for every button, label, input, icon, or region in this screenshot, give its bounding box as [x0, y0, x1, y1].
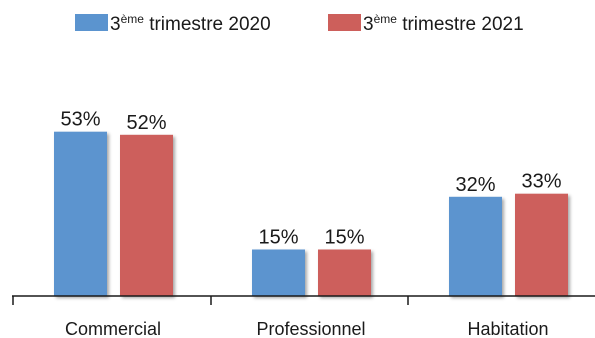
legend-label-2020: 3ème trimestre 2020	[110, 12, 271, 35]
data-labels-layer: 53% 52% 15% 15% 32% 33%	[60, 109, 561, 249]
legend-label-2021: 3ème trimestre 2021	[363, 12, 524, 35]
x-tick-label-professionnel: Professionnel	[256, 319, 365, 338]
legend-swatch-2021	[328, 14, 361, 31]
bar-professionnel-2021	[318, 249, 371, 296]
data-label-commercial-2021: 52%	[126, 112, 166, 134]
bar-commercial-2020	[54, 131, 107, 296]
data-label-professionnel-2021: 15%	[324, 227, 364, 249]
bar-commercial-2021	[120, 134, 173, 296]
legend-swatch-2020	[75, 14, 108, 31]
data-label-professionnel-2020: 15%	[258, 227, 298, 249]
bars-layer	[54, 131, 568, 296]
bar-professionnel-2020	[252, 249, 305, 296]
legend-item-2020: 3ème trimestre 2020	[75, 12, 271, 35]
x-axis	[12, 295, 595, 305]
legend: 3ème trimestre 2020 3ème trimestre 2021	[75, 12, 524, 35]
x-tick-labels: Commercial Professionnel Habitation	[65, 319, 549, 338]
data-label-habitation-2021: 33%	[521, 171, 561, 193]
bar-habitation-2020	[449, 196, 502, 296]
data-label-commercial-2020: 53%	[60, 109, 100, 131]
legend-item-2021: 3ème trimestre 2021	[328, 12, 524, 35]
data-label-habitation-2020: 32%	[455, 174, 495, 196]
x-tick-label-habitation: Habitation	[467, 319, 548, 338]
x-tick-label-commercial: Commercial	[65, 319, 161, 338]
bar-habitation-2021	[515, 193, 568, 296]
